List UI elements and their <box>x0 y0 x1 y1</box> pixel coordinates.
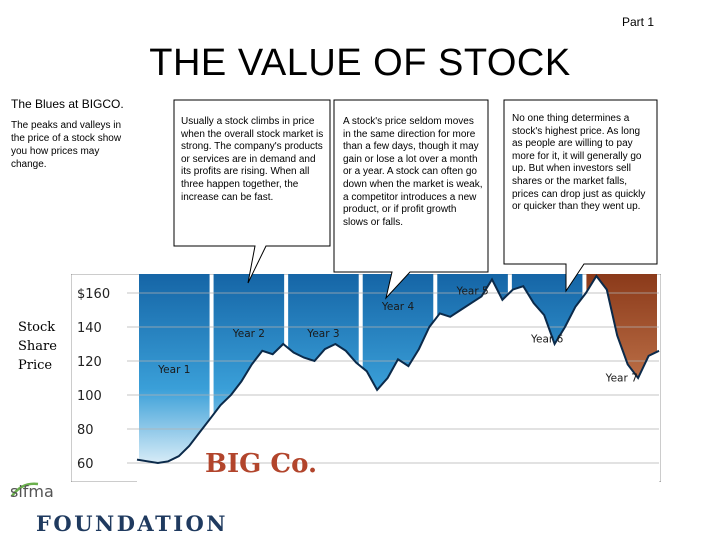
page-title: THE VALUE OF STOCK <box>149 42 571 84</box>
year-label: Year 7 <box>605 372 638 384</box>
callout-2-text: A stock's price seldom moves in the same… <box>343 116 483 228</box>
year-label: Year 2 <box>232 328 265 340</box>
y-axis-label: Stock Share Price <box>18 320 57 373</box>
y-tick-label: 120 <box>77 355 102 370</box>
stock-chart-svg: $160 140 120 100 80 60 Year 1 Year 2 Year 3 Year … <box>71 274 661 482</box>
callout-1-text: Usually a stock climbs in price when the… <box>181 116 324 203</box>
sifma-logo <box>8 480 223 538</box>
year-band <box>139 274 210 463</box>
y-tick-label: $160 <box>77 287 110 302</box>
part-label: Part 1 <box>621 15 654 29</box>
y-tick-label: 80 <box>77 423 94 438</box>
y-tick-label: 100 <box>77 389 102 404</box>
chart-under-area <box>137 276 659 482</box>
y-tick-label: 140 <box>77 321 102 336</box>
sidebar-text: The peaks and valleys in the price of a … <box>11 120 122 170</box>
year-label: Year 3 <box>306 328 339 340</box>
year-label: Year 6 <box>530 333 564 345</box>
logo-foundation-text: FOUNDATION <box>36 511 229 536</box>
y-tick-label: 60 <box>77 457 94 472</box>
year-label: Year 5 <box>455 286 488 298</box>
callout-3-text: No one thing determines a stock's highes… <box>512 113 646 213</box>
stock-chart: $160 140 120 100 80 60 Year 1 Year 2 Year 3 Year … <box>71 274 661 482</box>
logo-small-text: sifma <box>10 482 54 501</box>
sifma-swoosh-icon <box>10 482 39 497</box>
company-label: BIG Co. <box>205 449 317 479</box>
sidebar-heading: The Blues at BIGCO. <box>11 97 124 111</box>
year-label: Year 1 <box>157 364 190 376</box>
year-label: Year 4 <box>381 301 415 313</box>
price-line <box>136 274 660 465</box>
